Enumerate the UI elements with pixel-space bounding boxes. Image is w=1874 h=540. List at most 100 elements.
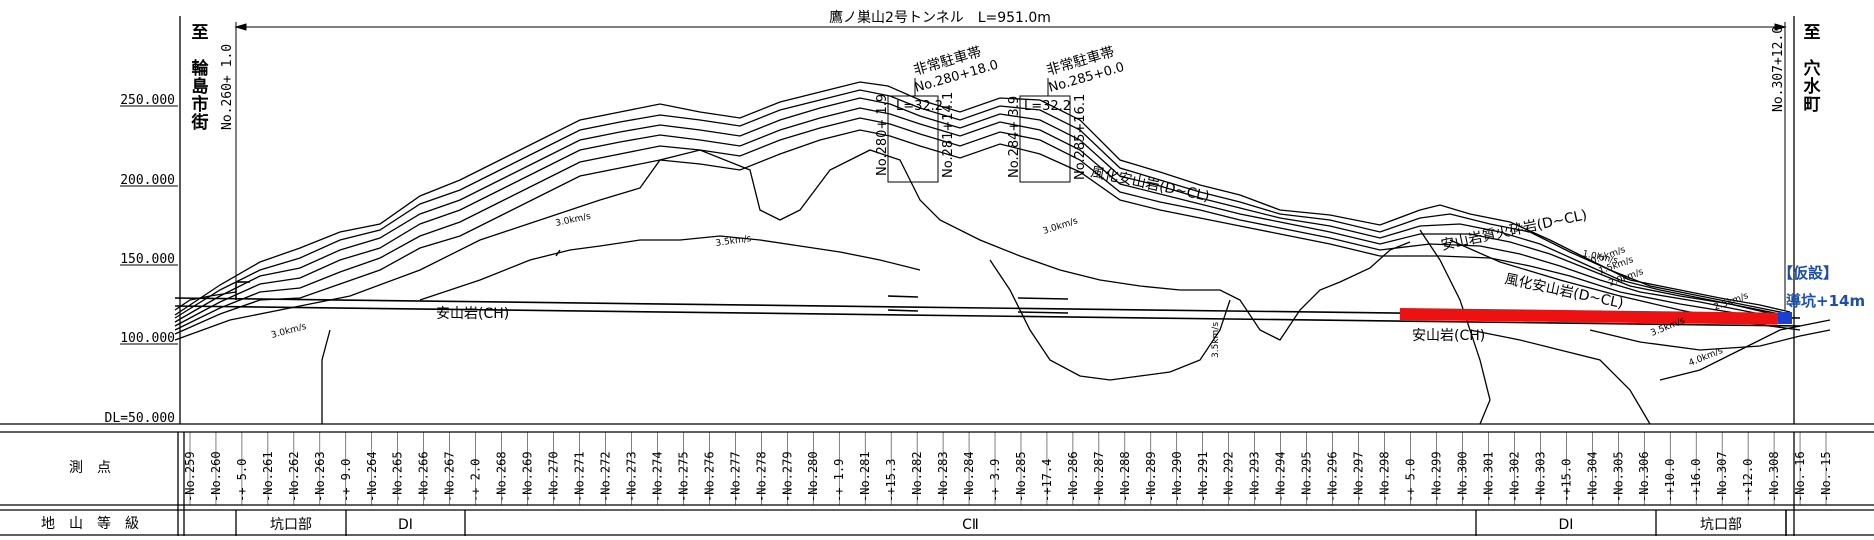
station-label: -No.276 <box>702 451 716 502</box>
station-label: -No.266 <box>417 451 431 502</box>
station-label: -No.274 <box>650 451 664 502</box>
station-label: -No.-15 <box>1819 451 1833 502</box>
rock-label-weathered-tuff: 風化安山岩(D~CL) <box>1503 271 1625 312</box>
right-end-name-2: 水 <box>1804 76 1822 97</box>
station-label: -No.259 <box>183 451 197 502</box>
station-label: -No.306 <box>1637 451 1651 502</box>
station-label: -No.260 <box>209 451 223 502</box>
station-label: -No.282 <box>910 451 924 502</box>
temporary-annotation: 【仮設】 <box>1778 264 1838 282</box>
geology-strata <box>174 81 1831 425</box>
left-end-name-4: 街 <box>191 112 209 133</box>
elevation-label: 150.000 <box>120 252 175 267</box>
bay1-end: No.281+14.1 <box>941 92 956 178</box>
station-label: -No.275 <box>676 451 690 502</box>
station-label: -+ 2.0 <box>469 459 483 502</box>
rock-label-andesitic-tuff: 安山岩質火砕岩(D~CL) <box>1440 207 1589 254</box>
station-label: -No.273 <box>624 451 638 502</box>
velocity-label: 3.0km/s <box>270 322 308 341</box>
station-labels: -No.259 -No.260 -+ 5.0 -No.261 -No.262 -No.26… <box>183 432 1833 505</box>
bay2-end: No.285+16.1 <box>1073 94 1088 180</box>
station-label: -No.303 <box>1533 451 1547 502</box>
station-label: -+15.0 <box>1559 459 1573 502</box>
rock-class-cell: CⅡ <box>962 517 979 533</box>
velocity-label: 3.0km/s <box>1042 216 1080 237</box>
station-label: -No.285 <box>1014 451 1028 502</box>
left-end-mark: 至 <box>192 23 209 43</box>
station-label: -No.286 <box>1066 451 1080 502</box>
station-label: -+15.3 <box>884 459 898 502</box>
station-label: -No.283 <box>936 451 950 502</box>
left-end-name-2: 島 <box>192 76 209 97</box>
station-label: -No.292 <box>1222 451 1236 502</box>
station-label: -No.305 <box>1611 451 1625 502</box>
station-label: -No.269 <box>521 451 535 502</box>
station-label: -No.308 <box>1767 451 1781 502</box>
right-end-station: No.307+12.0 <box>1771 26 1786 112</box>
bay2-length: L=32.2 <box>1024 99 1071 114</box>
station-label: -+17.4 <box>1040 459 1054 502</box>
station-label: -No.301 <box>1481 451 1495 502</box>
right-end-mark: 至 <box>1804 23 1821 43</box>
elevation-label: 250.000 <box>120 93 175 108</box>
station-table <box>0 431 1874 536</box>
excavated-section <box>1399 308 1778 325</box>
station-label: -No.278 <box>754 451 768 502</box>
station-label: -No.299 <box>1429 451 1443 502</box>
station-label: -No.279 <box>780 451 794 502</box>
station-label: -+ 9.0 <box>339 459 353 502</box>
rock-label-andesite-right: 安山岩(CH) <box>1412 328 1485 344</box>
station-label: -No.264 <box>365 451 379 502</box>
velocity-label: 3.0km/s <box>555 212 593 229</box>
station-label: -No.271 <box>573 451 587 502</box>
bay1-length: L=32.2 <box>896 99 943 114</box>
elevation-label: 200.000 <box>120 173 175 188</box>
elevation-label: 100.000 <box>120 331 175 346</box>
station-label: -+10.0 <box>1663 459 1677 502</box>
station-label: -+ 3.9 <box>988 459 1002 502</box>
velocity-label: 3.5km/s <box>1211 322 1221 358</box>
elevation-axis: 250.000 200.000 150.000 100.000 DL=50.000 <box>105 93 178 426</box>
station-label: -No.294 <box>1274 451 1288 502</box>
station-label: -No.284 <box>962 451 976 502</box>
table-header-station: 測 点 <box>69 460 111 476</box>
velocity-label: 2.5km/s <box>1713 291 1751 313</box>
station-label: -No.281 <box>858 451 872 502</box>
station-label: -No.263 <box>313 451 327 502</box>
station-label: -No.265 <box>391 451 405 502</box>
station-label: -+ 1.9 <box>832 459 846 502</box>
bay2-start: No.284+ 3.9 <box>1007 96 1022 178</box>
left-end-station: No.260+ 1.0 <box>220 44 235 130</box>
station-label: -No.302 <box>1507 451 1521 502</box>
rock-class-cells: 坑口部 DⅠ CⅡ DⅠ 坑口部 <box>235 510 1787 536</box>
station-label: -No.262 <box>287 451 301 502</box>
elevation-label: DL=50.000 <box>105 411 175 426</box>
station-label: -No.307 <box>1715 451 1729 502</box>
station-label: -No.296 <box>1326 451 1340 502</box>
station-label: -No.261 <box>261 451 275 502</box>
station-label: -No.272 <box>598 451 612 502</box>
station-label: -+ 5.0 <box>235 459 249 502</box>
pilot-tunnel-annotation: 導坑+14m <box>1786 292 1865 310</box>
rock-class-cell: DⅠ <box>1559 517 1574 533</box>
station-label: -No.277 <box>728 451 742 502</box>
station-label: -No.298 <box>1378 451 1392 502</box>
station-label: -No.297 <box>1352 451 1366 502</box>
station-label: -No.290 <box>1170 451 1184 502</box>
ground-surface <box>174 81 1791 316</box>
station-label: -No.300 <box>1455 451 1469 502</box>
rock-class-cell: DⅠ <box>398 517 413 533</box>
table-header-class: 地 山 等 級 <box>41 515 139 532</box>
bay1-start: No.280+ 1.9 <box>875 94 890 176</box>
rock-class-cell: 坑口部 <box>270 517 312 533</box>
pilot-tunnel-section <box>1778 312 1792 324</box>
station-label: -No.289 <box>1144 451 1158 502</box>
left-end-name-1: 輪 <box>192 58 210 79</box>
station-label: -No.270 <box>547 451 561 502</box>
station-label: -No.288 <box>1118 451 1132 502</box>
station-label: -No.295 <box>1300 451 1314 502</box>
station-label: -No.267 <box>443 451 457 502</box>
station-label: -No.280 <box>806 451 820 502</box>
